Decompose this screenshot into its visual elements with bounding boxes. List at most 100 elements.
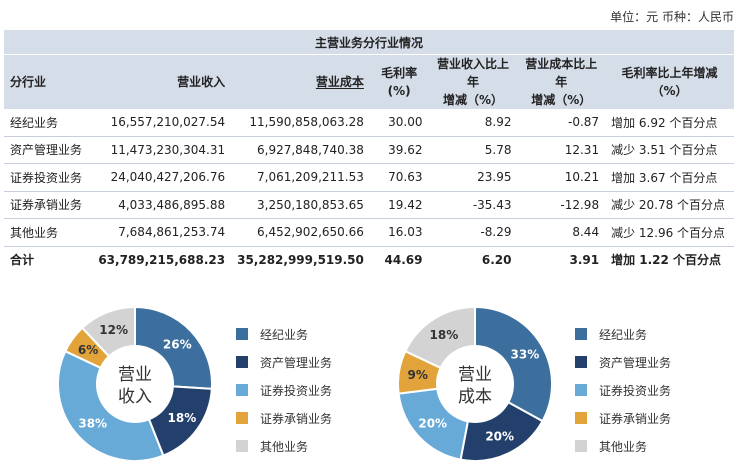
cell-cost-change: -0.87: [517, 109, 606, 137]
pie-label-securities-investment: 38%: [78, 417, 107, 431]
legend-swatch: [575, 328, 587, 340]
table-row: 经纪业务 16,557,210,027.54 11,590,858,063.28…: [4, 109, 734, 137]
pie-center-hole: [96, 345, 174, 423]
legend-swatch: [236, 440, 248, 452]
cell-revenue: 24,040,427,206.76: [92, 163, 232, 192]
legend-label: 资产管理业务: [260, 355, 333, 370]
cell-margin: 70.63: [369, 163, 429, 192]
table-row: 资产管理业务 11,473,230,304.31 6,927,848,740.3…: [4, 136, 734, 164]
cell-revenue: 7,684,861,253.74: [92, 218, 232, 247]
cell-margin: 30.00: [369, 109, 429, 137]
cell-margin: 44.69: [384, 252, 423, 267]
pie-label-underwriting: 9%: [408, 368, 428, 382]
legend-swatch: [236, 412, 248, 424]
legend-swatch: [575, 412, 587, 424]
cell-cost: 6,927,848,740.38: [231, 136, 370, 164]
legend-label: 其他业务: [260, 439, 309, 454]
cell-industry: 资产管理业务: [4, 136, 93, 164]
header-industry: 分行业: [4, 54, 93, 109]
cell-margin: 19.42: [369, 191, 429, 219]
legend-item-securities-investment: 证券投资业务: [236, 376, 332, 404]
header-margin-line1: 毛利率: [381, 66, 418, 80]
legend-item-brokerage: 经纪业务: [575, 320, 671, 348]
header-cost-change: 营业成本比上年 增减（%）: [517, 54, 606, 109]
legend-item-securities-investment: 证券投资业务: [575, 376, 671, 404]
pie-label-brokerage: 33%: [511, 347, 540, 361]
cell-revenue: 4,033,486,895.88: [92, 191, 232, 219]
table-title: 主营业务分行业情况: [4, 30, 734, 55]
legend-item-other: 其他业务: [575, 432, 671, 460]
header-revenue: 营业收入: [92, 54, 232, 109]
cell-margin: 16.03: [369, 218, 429, 247]
cell-revenue: 16,557,210,027.54: [92, 109, 232, 137]
header-margin-change: 毛利率比上年增减（%）: [605, 54, 734, 109]
cell-industry: 其他业务: [4, 218, 93, 247]
header-margin-line2: (%): [387, 84, 411, 98]
cell-cost: 11,590,858,063.28: [231, 109, 370, 137]
cell-revenue: 63,789,215,688.23: [98, 252, 226, 267]
cell-revenue-change: 23.95: [428, 163, 518, 192]
cell-margin-change: 减少 20.78 个百分点: [605, 191, 734, 219]
table-total-row: 合计 63,789,215,688.23 35,282,999,519.50 4…: [4, 246, 734, 273]
pie-center-label: 营业: [458, 365, 492, 385]
legend-label: 经纪业务: [599, 327, 648, 342]
legend-label: 资产管理业务: [599, 355, 672, 370]
cell-revenue-change: 6.20: [481, 252, 512, 267]
cell-industry: 证券承销业务: [4, 191, 93, 219]
header-rev-chg-line2: 增减（%）: [442, 93, 503, 107]
legend-item-underwriting: 证券承销业务: [575, 404, 671, 432]
pie-center-label: 成本: [458, 387, 492, 407]
legend-item-brokerage: 经纪业务: [236, 320, 332, 348]
pie-label-brokerage: 26%: [163, 337, 192, 351]
legend-swatch: [575, 356, 587, 368]
cost-pie-chart: 33% 20% 20% 9% 18% 营业成本: [397, 305, 553, 463]
legend-swatch: [575, 440, 587, 452]
pie-label-asset-management: 20%: [485, 429, 514, 443]
cost-legend: 经纪业务资产管理业务证券投资业务证券承销业务其他业务: [575, 320, 671, 460]
cell-revenue: 11,473,230,304.31: [92, 136, 232, 164]
legend-label: 证券承销业务: [260, 411, 333, 426]
legend-swatch: [236, 328, 248, 340]
table-row: 证券承销业务 4,033,486,895.88 3,250,180,853.65…: [4, 191, 734, 219]
cell-cost-change: 3.91: [569, 252, 600, 267]
cell-margin-change: 增加 1.22 个百分点: [611, 253, 722, 268]
legend-item-asset-management: 资产管理业务: [575, 348, 671, 376]
header-revenue-change: 营业收入比上年 增减（%）: [428, 54, 518, 109]
pie-center-label: 营业: [118, 365, 152, 385]
legend-label: 证券承销业务: [599, 411, 672, 426]
header-rev-chg-line1: 营业收入比上年: [436, 57, 509, 89]
cell-cost: 35,282,999,519.50: [237, 252, 364, 267]
header-cost-label: 营业成本: [315, 75, 364, 89]
pie-label-asset-management: 18%: [168, 411, 197, 425]
table-row: 其他业务 7,684,861,253.74 6,452,902,650.66 1…: [4, 218, 734, 247]
cell-cost-change: 12.31: [517, 136, 606, 164]
revenue-legend: 经纪业务资产管理业务证券投资业务证券承销业务 其他业务: [236, 320, 332, 460]
cell-margin-change: 增加 3.67 个百分点: [605, 163, 734, 192]
pie-label-other: 18%: [430, 328, 459, 342]
header-cost: 营业成本: [231, 54, 370, 109]
revenue-pie-chart: 26% 18% 38% 6%12% 营业收入: [57, 305, 213, 462]
industry-table: 主营业务分行业情况 分行业 营业收入 营业成本 毛利率 (%) 营业收入比上年 …: [4, 30, 734, 273]
cell-cost: 3,250,180,853.65: [231, 191, 370, 219]
cell-revenue-change: 5.78: [428, 136, 518, 164]
table-title-row: 主营业务分行业情况: [4, 30, 734, 55]
pie-label-securities-investment: 20%: [418, 417, 447, 431]
cell-industry: 合计: [10, 253, 35, 268]
legend-swatch: [236, 356, 248, 368]
header-margin: 毛利率 (%): [369, 54, 429, 109]
charts-area: 26% 18% 38% 6% 12% 营业 收入 经纪业务 资产管理业务 证券投资业务 证券承销业…: [0, 298, 738, 468]
cell-margin-change: 减少 3.51 个百分点: [605, 136, 734, 164]
legend-item-asset-management: 资产管理业务: [236, 348, 332, 376]
legend-swatch: [575, 384, 587, 396]
cell-industry: 证券投资业务: [4, 163, 93, 192]
cell-revenue-change: -8.29: [428, 218, 518, 247]
cell-cost: 7,061,209,211.53: [231, 163, 370, 192]
legend-item-underwriting: 证券承销业务: [236, 404, 332, 432]
table-row: 证券投资业务 24,040,427,206.76 7,061,209,211.5…: [4, 163, 734, 192]
pie-label-underwriting: 6%: [78, 343, 98, 357]
cell-industry: 经纪业务: [4, 109, 93, 137]
cell-revenue-change: 8.92: [428, 109, 518, 137]
cell-margin-change: 增加 6.92 个百分点: [605, 109, 734, 137]
legend-label: 经纪业务: [260, 327, 309, 342]
pie-center-label: 收入: [118, 387, 152, 407]
